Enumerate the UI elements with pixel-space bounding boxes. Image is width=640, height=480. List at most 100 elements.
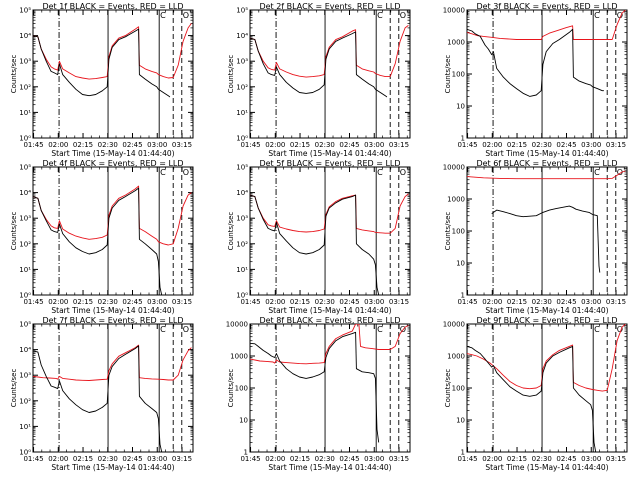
x-tick-label: 02:45 [556,141,576,149]
y-tick-label: 10⁴ [19,346,31,354]
y-tick-label: 10⁰ [236,292,248,300]
x-tick-label: 03:15 [606,298,626,306]
series-lld-line [33,23,192,80]
x-tick-label: 01:45 [240,455,260,463]
plot-frame [32,323,194,453]
y-tick-label: 10000 [443,164,465,172]
x-tick-label: 03:00 [581,298,601,306]
plot-frame [32,166,194,296]
y-tick-label: 10² [19,397,31,405]
series-events-line [250,31,388,98]
y-tick-label: 10 [239,417,248,425]
x-tick-label: 03:15 [606,455,626,463]
y-tick-label: 1 [461,292,465,300]
y-tick-label: 10 [456,417,465,425]
y-tick-label: 10 [456,260,465,268]
x-tick-label: 03:15 [606,141,626,149]
y-tick-label: 10¹ [19,109,31,117]
x-tick-label: 03:00 [364,298,384,306]
x-tick-label: 01:45 [23,141,43,149]
y-tick-label: 10¹ [19,423,31,431]
panel-title: Det 5f BLACK = Events, RED = LLD [259,159,400,168]
y-tick-label: 1 [461,449,465,457]
y-tick-label: 10⁰ [19,135,31,143]
y-axis-label: Counts/sec [227,369,235,408]
x-tick-label: 01:45 [457,455,477,463]
y-axis-label: Counts/sec [10,55,18,94]
x-tick-label: 02:45 [339,141,359,149]
x-tick-label: 03:00 [364,141,384,149]
x-tick-label: 02:30 [532,141,552,149]
series-lld-line [250,324,409,365]
x-tick-label: 03:15 [172,141,192,149]
marker-letter: O [617,325,623,334]
x-axis-label: Start Time (15-May-14 01:44:40) [268,463,391,472]
series-events-line [467,345,597,452]
series-lld-line [250,25,409,78]
marker-letter: O [400,11,406,20]
y-tick-label: 10⁵ [236,164,248,172]
y-axis-label: Counts/sec [444,369,452,408]
x-axis-label: Start Time (15-May-14 01:44:40) [485,306,608,315]
x-tick-label: 02:15 [507,455,527,463]
x-tick-label: 02:15 [507,298,527,306]
y-tick-label: 1000 [447,353,465,361]
y-tick-label: 10⁴ [19,32,31,40]
x-tick-label: 03:00 [581,141,601,149]
panel-4: Det 4f BLACK = Events, RED = LLD 10⁰ 10¹ 10… [10,159,194,315]
marker-letter: C [594,168,600,177]
series-events-line [250,331,380,443]
x-tick-label: 02:00 [48,141,68,149]
x-tick-label: 02:00 [265,298,285,306]
y-tick-label: 1000 [447,196,465,204]
x-tick-label: 02:45 [122,141,142,149]
x-axis-label: Start Time (15-May-14 01:44:40) [485,463,608,472]
series-lld-line [467,10,626,40]
x-tick-label: 02:15 [290,455,310,463]
y-tick-label: 10⁰ [19,449,31,457]
panel-2: Det 2f BLACK = Events, RED = LLD 10⁰ 10¹ 10… [227,2,411,158]
panel-5: Det 5f BLACK = Events, RED = LLD 10⁰ 10¹ 10… [227,159,411,315]
panel-6: Det 6f BLACK = Events, RED = LLD 1 10 100 10… [443,159,628,315]
y-tick-label: 1000 [230,353,248,361]
x-tick-label: 03:00 [147,298,167,306]
series-events-line [33,345,163,452]
x-axis-label: Start Time (15-May-14 01:44:40) [51,149,174,158]
panel-7: Det 7f BLACK = Events, RED = LLD 10⁰ 10¹ 10… [10,316,194,472]
x-tick-label: 02:45 [122,298,142,306]
y-tick-label: 10⁰ [236,135,248,143]
y-tick-label: 10² [19,240,31,248]
y-tick-label: 1 [461,135,465,143]
x-axis-label: Start Time (15-May-14 01:44:40) [268,149,391,158]
x-axis-label: Start Time (15-May-14 01:44:40) [51,463,174,472]
y-axis-label: Counts/sec [444,212,452,251]
marker-letter: C [160,11,166,20]
plot-frame [32,9,194,139]
x-tick-label: 01:45 [457,298,477,306]
y-tick-label: 10⁴ [236,32,248,40]
x-tick-label: 03:15 [172,298,192,306]
x-tick-label: 02:00 [265,141,285,149]
marker-letter: C [594,11,600,20]
x-axis-label: Start Time (15-May-14 01:44:40) [51,306,174,315]
x-tick-label: 01:45 [240,141,260,149]
y-tick-label: 10000 [226,321,248,329]
series-events-line [250,194,380,295]
y-tick-label: 100 [235,385,248,393]
panel-title: Det 3f BLACK = Events, RED = LLD [476,2,617,11]
y-tick-label: 100 [452,228,465,236]
marker-letter: C [377,325,383,334]
x-tick-label: 02:45 [556,298,576,306]
y-axis-label: Counts/sec [444,55,452,94]
x-tick-label: 03:15 [172,455,192,463]
x-tick-label: 02:00 [482,298,502,306]
x-tick-label: 02:00 [48,455,68,463]
x-tick-label: 02:00 [482,141,502,149]
x-tick-label: 03:00 [581,455,601,463]
x-tick-label: 02:15 [290,298,310,306]
x-tick-label: 02:45 [556,455,576,463]
plot-frame [249,166,411,296]
y-tick-label: 10⁵ [236,7,248,15]
marker-letter: O [617,11,623,20]
